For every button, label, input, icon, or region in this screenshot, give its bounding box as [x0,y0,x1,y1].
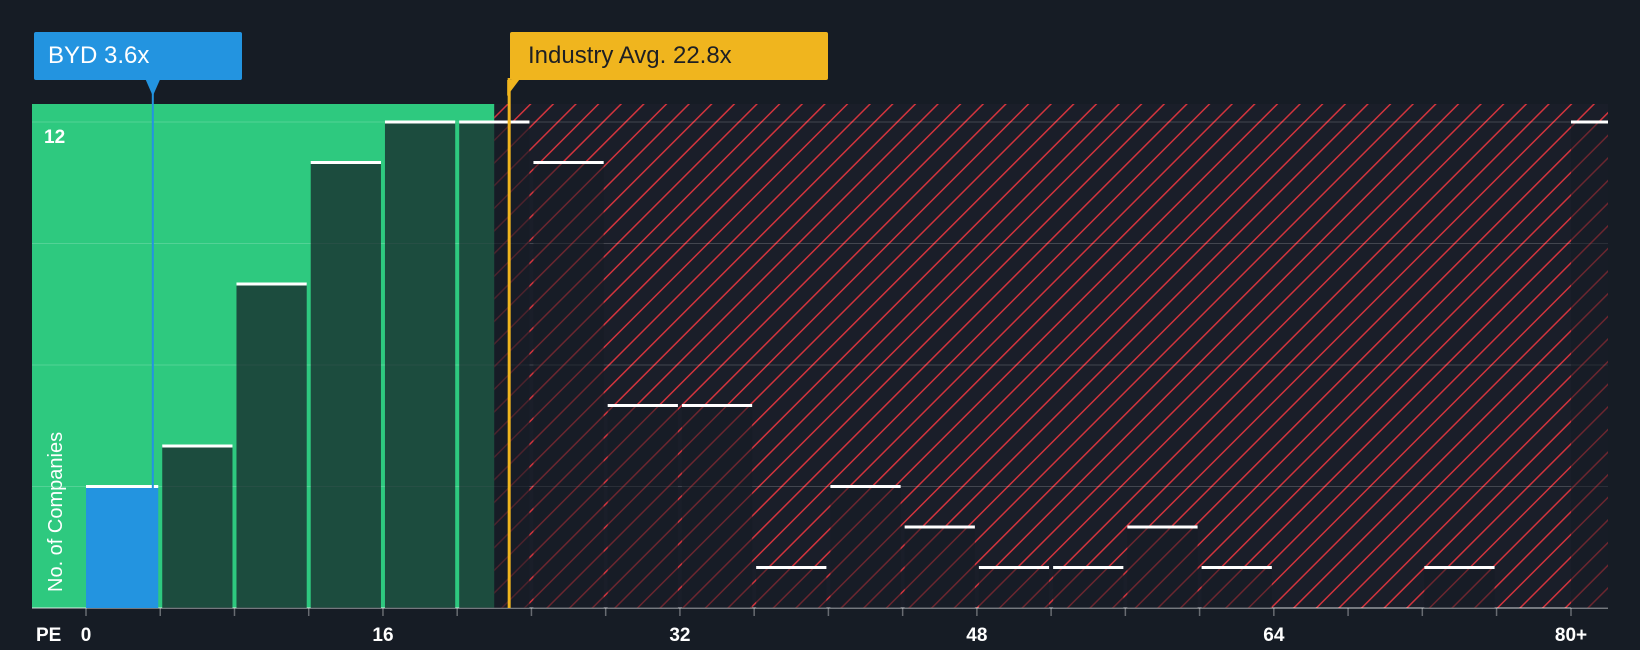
histogram-bar [384,122,456,608]
histogram-bar [459,122,530,608]
y-tick-label: 12 [44,127,65,148]
x-tick-label: 0 [81,625,92,646]
histogram-bar [236,284,307,608]
x-tick-label: 48 [966,625,987,646]
y-axis-label: No. of Companies [45,432,67,592]
histogram-bar [830,486,901,608]
histogram-bar [1424,567,1495,608]
x-tick-label: 32 [669,625,690,646]
histogram-bar [162,446,233,608]
x-axis-label: PE [36,625,61,646]
histogram-bar [756,567,827,608]
company-pe-callout: BYD 3.6x [34,32,242,80]
x-tick-label: 80+ [1555,625,1587,646]
histogram-bar [1053,567,1124,608]
histogram-bar [86,486,159,608]
histogram-bar [904,527,975,608]
histogram-bar [1201,567,1272,608]
overvalued-zone [494,104,1608,608]
industry-average-pointer [507,80,520,96]
histogram-bar [681,405,753,608]
x-tick-label: 16 [372,625,393,646]
company-pe-pointer [145,80,160,96]
x-tick-label: 64 [1263,625,1285,646]
histogram-bar [310,162,381,608]
histogram-bar [978,567,1050,608]
histogram-bar [607,405,678,608]
histogram-bar [1127,527,1198,608]
industry-average-callout: Industry Avg. 22.8x [510,32,828,80]
histogram-bar [533,162,604,608]
histogram-bar [1571,122,1608,608]
